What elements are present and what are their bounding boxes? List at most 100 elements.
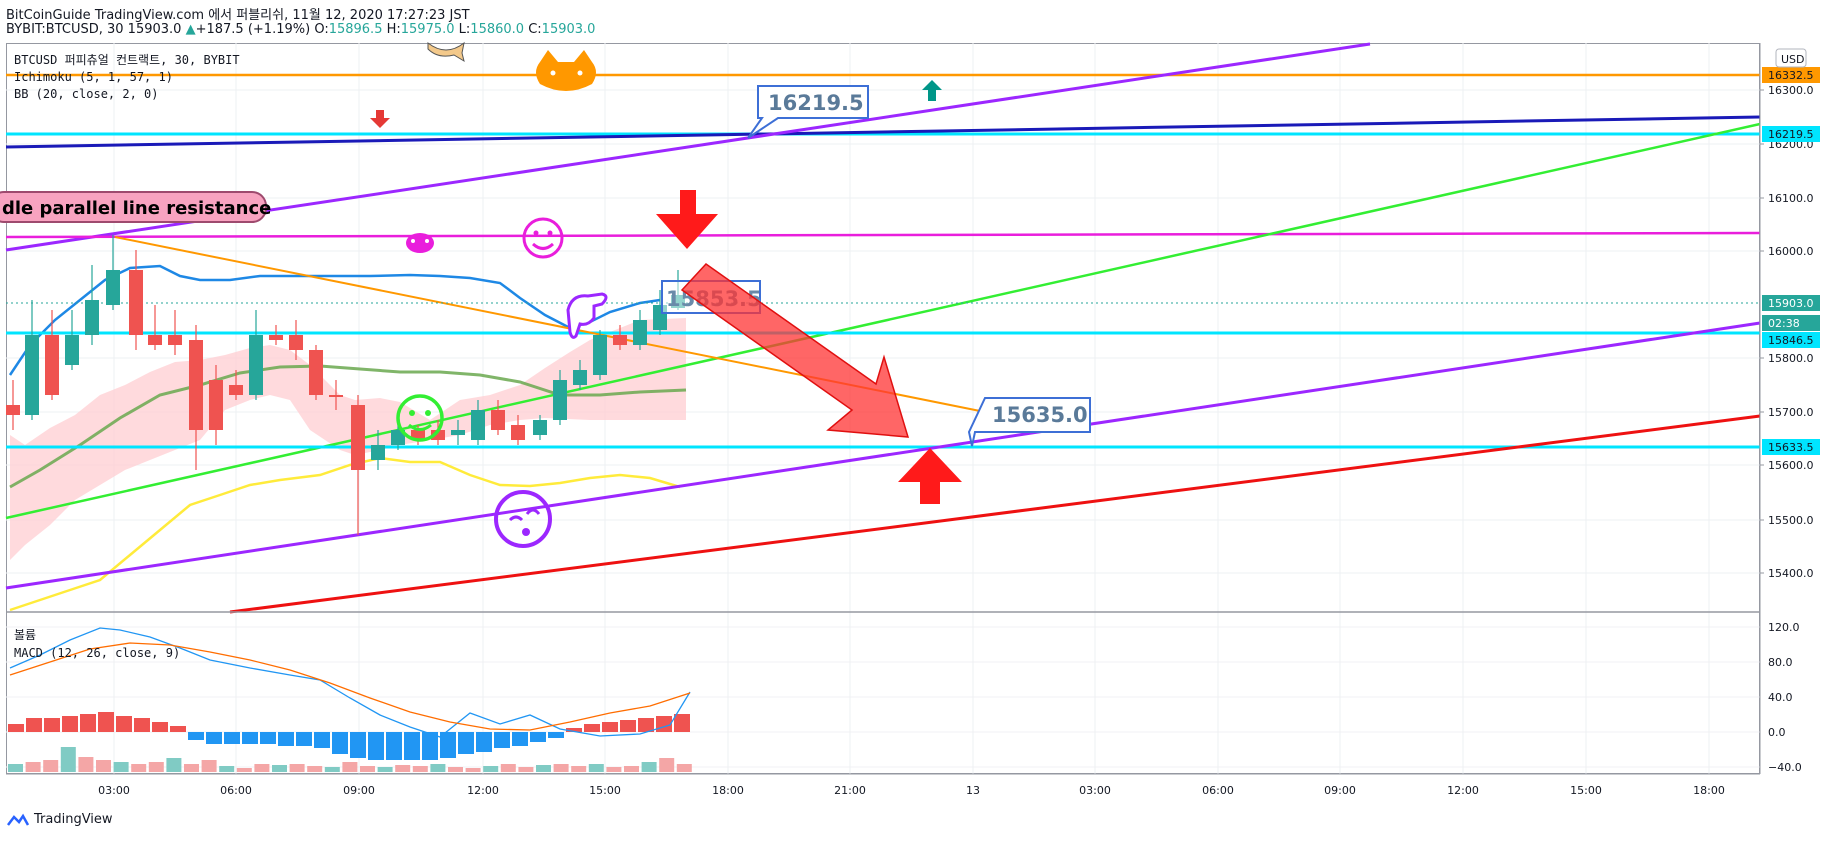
price-tick-label: 15800.0 (1768, 352, 1814, 365)
volume-bar (571, 766, 587, 772)
volume-bar (553, 764, 569, 772)
candle-body (371, 445, 385, 460)
volume-bar (412, 766, 428, 772)
candle-body (309, 350, 323, 395)
callout-low-box (967, 397, 1091, 447)
currency-box[interactable] (1775, 48, 1807, 68)
resistance-label-text: dle parallel line resistance (2, 198, 271, 219)
time-tick-label: 03:00 (1079, 784, 1111, 797)
annotations: dle parallel line resistance 16219.5 158… (0, 41, 1091, 548)
candle-body (106, 270, 120, 305)
volume-bar (289, 764, 305, 772)
volume-bar (483, 766, 499, 772)
volume-bar (342, 762, 358, 772)
candle-body (573, 370, 587, 385)
macd-tick-label: 0.0 (1768, 726, 1786, 739)
time-tick-label: 15:00 (1570, 784, 1602, 797)
tradingview-logo-icon (7, 813, 30, 826)
price-axis[interactable]: 16300.016200.016100.016000.015800.015700… (1760, 84, 1814, 580)
volume-bar (676, 764, 692, 772)
candle-body (209, 380, 223, 430)
volume-bar (78, 757, 94, 772)
symbol-title[interactable]: BTCUSD 퍼피츄얼 컨트랙트, 30, BYBIT (14, 53, 240, 67)
price-label-box (1762, 332, 1820, 348)
brand-name: TradingView (34, 812, 113, 827)
price-tick-label: 15700.0 (1768, 406, 1814, 419)
candle-body (289, 335, 303, 350)
volume-bar (8, 764, 23, 772)
bb-legend[interactable]: BB (20, close, 2, 0) (14, 87, 159, 101)
volume-bars (8, 747, 692, 772)
time-axis[interactable]: 03:00 06:00 09:00 12:00 15:00 18:00 21:00 13 03:… (98, 784, 1725, 797)
price-label-box (1762, 439, 1820, 455)
candle-body (269, 335, 283, 340)
candle-body (129, 270, 143, 335)
price-label-box (1762, 67, 1820, 83)
time-tick-label: 18:00 (712, 784, 744, 797)
macd-histogram-bar (458, 732, 474, 754)
green-smiley-icon (396, 394, 444, 442)
price-tick-label: 15600.0 (1768, 459, 1814, 472)
macd-histogram-bar (152, 722, 168, 732)
high-value: 15975.0 (400, 22, 455, 37)
candle-body (6, 405, 20, 415)
speech-bubble-icon (427, 41, 465, 63)
magenta-horizontal-line (5, 231, 1761, 239)
price-tick-label: 16100.0 (1768, 192, 1814, 205)
volume-bar (25, 762, 41, 772)
volume-bar (430, 764, 446, 772)
macd-histogram-bar (332, 732, 348, 754)
volume-bar (43, 760, 59, 772)
macd-histogram-bar (44, 718, 60, 732)
macd-line (9, 627, 691, 738)
macd-signal-line (9, 642, 691, 731)
candle-body (65, 335, 79, 365)
volume-bar (113, 762, 129, 772)
macd-histogram-bar (350, 732, 366, 758)
purple-lower-channel (5, 321, 1761, 590)
time-tick-label: 18:00 (1693, 784, 1725, 797)
publish-info: BitCoinGuide TradingView.com 에서 퍼블리쉬, 11… (6, 8, 470, 23)
volume-bar (500, 764, 516, 772)
candlesticks (6, 235, 685, 535)
macd-histogram-bar (134, 718, 150, 732)
red-trend-line (229, 414, 1761, 614)
callout-low-text: 15635.0 (992, 403, 1088, 427)
currency-label: USD (1781, 53, 1805, 66)
footer-brand[interactable]: TradingView (6, 812, 113, 827)
time-tick-label: 09:00 (1324, 784, 1356, 797)
volume-bar (624, 766, 639, 772)
macd-histogram-bar (584, 724, 600, 732)
volume-legend[interactable]: 볼륨 (14, 628, 37, 642)
macd-histogram-bar (224, 732, 240, 744)
volume-bar (219, 766, 235, 772)
macd-histogram-bar (242, 732, 258, 744)
macd-histogram-bar (80, 714, 96, 732)
macd-tick-label: 40.0 (1768, 691, 1793, 704)
macd-legend[interactable]: MACD (12, 26, close, 9) (14, 646, 181, 660)
macd-histogram-bar (512, 732, 528, 746)
candle-body (229, 385, 243, 395)
macd-histogram-bar (530, 732, 546, 742)
resistance-label-box (0, 191, 267, 223)
macd-axis[interactable]: 120.0 80.0 40.0 0.0 −40.0 (1768, 621, 1802, 774)
volume-bar (236, 768, 252, 772)
callout-top-text: 16219.5 (768, 91, 864, 115)
price-tick-label: 15500.0 (1768, 514, 1814, 527)
cat-face-icon (536, 50, 596, 91)
chart-legend: BTCUSD 퍼피츄얼 컨트랙트, 30, BYBIT Ichimoku (5,… (14, 52, 240, 103)
price-axis-labels: 16332.5 16219.5 15903.0 02:38 15846.5 15633.5 (1762, 67, 1820, 455)
macd-histogram-bar (206, 732, 222, 744)
red-down-arrow-icon (656, 190, 718, 249)
time-tick-label: 06:00 (220, 784, 252, 797)
volume-bar (606, 767, 622, 772)
drawing-lines (5, 42, 1761, 614)
candle-body (491, 410, 505, 430)
macd-histogram-bar (260, 732, 276, 744)
ichimoku-cloud (10, 318, 686, 560)
ichimoku-legend[interactable]: Ichimoku (5, 1, 57, 1) (14, 70, 173, 84)
open-value: 15896.5 (328, 22, 383, 37)
macd-histogram-bar (8, 724, 24, 732)
symbol-label[interactable]: BYBIT:BTCUSD, 30 15903.0 (6, 22, 182, 37)
